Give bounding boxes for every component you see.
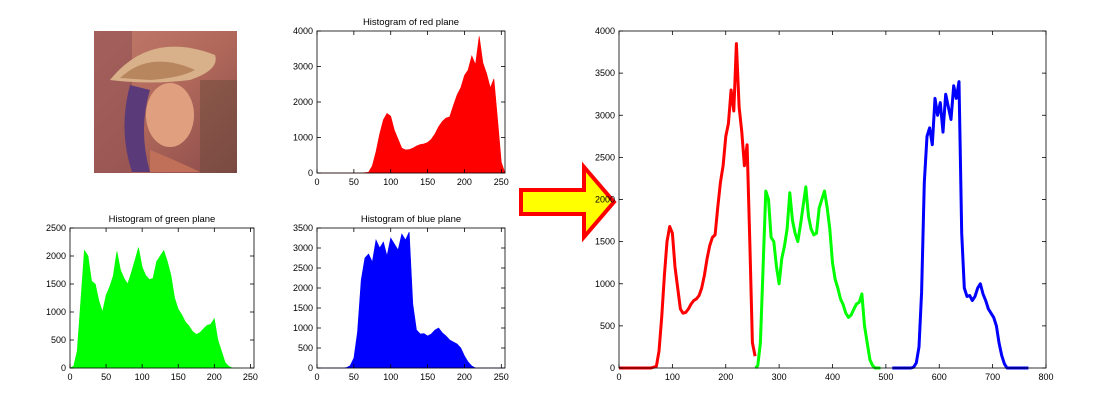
y-tick-label: 3000: [293, 62, 313, 72]
chart-title: Histogram of green plane: [109, 214, 216, 225]
x-tick-label: 50: [349, 372, 359, 382]
x-tick-label: 400: [825, 372, 840, 382]
x-tick-label: 150: [420, 177, 435, 187]
y-tick-label: 0: [61, 363, 66, 373]
x-tick-label: 100: [665, 372, 680, 382]
x-tick-label: 300: [772, 372, 787, 382]
y-tick-label: 1000: [595, 279, 615, 289]
histogram-red-area: [317, 36, 506, 174]
x-tick-label: 250: [243, 372, 258, 382]
right-arrow-icon: [519, 161, 617, 243]
y-tick-label: 500: [600, 321, 615, 331]
x-tick-label: 0: [616, 372, 621, 382]
y-tick-label: 2500: [46, 223, 66, 233]
y-tick-label: 0: [610, 363, 615, 373]
x-tick-label: 500: [878, 372, 893, 382]
axes-frame: [316, 227, 506, 369]
y-tick-label: 1500: [46, 279, 66, 289]
x-tick-label: 200: [457, 177, 472, 187]
y-tick-label: 2000: [293, 97, 313, 107]
x-tick-label: 150: [171, 372, 186, 382]
x-tick-label: 100: [135, 372, 150, 382]
axes-frame: [618, 30, 1047, 369]
y-tick-label: 1500: [595, 237, 615, 247]
x-tick-label: 50: [101, 372, 111, 382]
x-tick-label: 800: [1038, 372, 1053, 382]
y-tick-label: 2000: [46, 251, 66, 261]
x-tick-label: 200: [457, 372, 472, 382]
y-tick-label: 3500: [293, 223, 313, 233]
histogram-green-area: [69, 247, 240, 369]
chart-title: Histogram of blue plane: [361, 214, 461, 225]
x-tick-label: 0: [67, 372, 72, 382]
y-tick-label: 4000: [293, 26, 313, 36]
y-tick-label: 2500: [293, 263, 313, 273]
axes-frame: [69, 227, 255, 369]
y-tick-label: 2000: [293, 283, 313, 293]
chart-title: Histogram of red plane: [363, 17, 459, 28]
histogram-blue-area: [317, 231, 505, 369]
y-tick-label: 2000: [595, 195, 615, 205]
y-tick-label: 1000: [293, 323, 313, 333]
combined-series-line-2: [754, 185, 881, 370]
y-tick-label: 1500: [293, 303, 313, 313]
x-tick-label: 150: [420, 372, 435, 382]
x-tick-label: 100: [383, 372, 398, 382]
y-tick-label: 0: [308, 363, 313, 373]
y-tick-label: 2500: [595, 152, 615, 162]
x-tick-label: 0: [314, 177, 319, 187]
x-tick-label: 0: [314, 372, 319, 382]
x-tick-label: 250: [494, 177, 509, 187]
chart-combined: 0 100 200 300 400 500 600 700 800 0 500 1000 1500 200…: [595, 26, 1054, 382]
y-tick-label: 500: [51, 335, 66, 345]
chart-red: 0 50 100 150 200 250 0 1000 2000 3000 4000 Histogra…: [293, 17, 509, 187]
x-tick-label: 200: [207, 372, 222, 382]
x-tick-label: 600: [932, 372, 947, 382]
combined-series-line-1: [619, 42, 757, 370]
y-tick-label: 4000: [595, 26, 615, 36]
y-tick-label: 500: [298, 343, 313, 353]
y-tick-label: 3000: [595, 110, 615, 120]
x-tick-label: 700: [985, 372, 1000, 382]
y-tick-label: 3000: [293, 243, 313, 253]
lena-photo-thumbnail: [94, 31, 237, 173]
y-tick-label: 1000: [46, 307, 66, 317]
combined-series-line-3: [892, 80, 1029, 370]
y-tick-label: 0: [308, 168, 313, 178]
x-tick-label: 50: [349, 177, 359, 187]
y-tick-label: 1000: [293, 133, 313, 143]
chart-blue: 0 50 100 150 200 2500500100015002000250030003…: [293, 214, 509, 382]
chart-green: 0 50 100 150 200 25005001000150020002500Histo…: [46, 214, 258, 382]
x-tick-label: 250: [494, 372, 509, 382]
x-tick-label: 200: [718, 372, 733, 382]
x-tick-label: 100: [383, 177, 398, 187]
y-tick-label: 3500: [595, 68, 615, 78]
